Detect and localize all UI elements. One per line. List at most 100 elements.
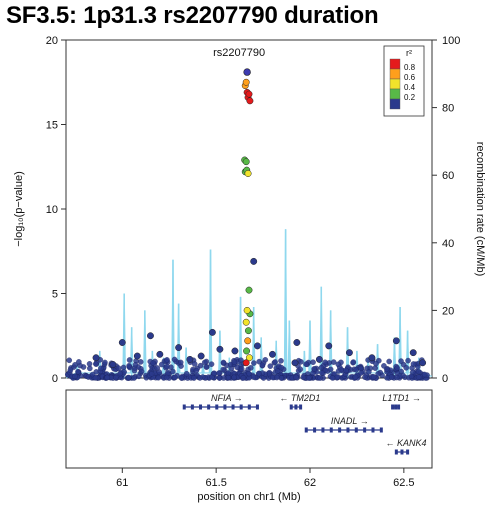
gene-label: INADL → <box>331 416 369 426</box>
snp-point-background <box>76 359 82 365</box>
snp-point <box>242 78 250 86</box>
snp-point-background <box>120 364 127 371</box>
snp-point <box>419 359 427 367</box>
gene-exon <box>400 449 404 455</box>
snp-point-background <box>171 356 178 363</box>
snp-point-background <box>238 366 245 372</box>
gene-exon <box>182 404 186 410</box>
snp-point-background <box>410 361 417 367</box>
snp-point <box>392 337 400 345</box>
snp-point-background <box>297 366 304 373</box>
snp-point <box>175 344 183 352</box>
gene-exon <box>215 404 219 410</box>
snp-point-background <box>155 374 162 381</box>
snp-point-background <box>317 375 323 381</box>
snp-point-background <box>384 374 390 381</box>
snp-point-background <box>191 361 198 367</box>
snp-point-background <box>370 374 377 380</box>
legend-swatch <box>389 98 401 110</box>
gene-exon <box>391 404 395 410</box>
y-tick-label: 0 <box>52 373 58 385</box>
figure-title: SF3.5: 1p31.3 rs2207790 duration <box>6 2 379 29</box>
gene-exon <box>304 427 308 433</box>
snp-point-background <box>375 371 381 377</box>
gene-exon <box>346 427 350 433</box>
snp-point-background <box>246 370 252 377</box>
gene-exon <box>223 404 227 410</box>
snp-point <box>147 332 154 340</box>
snp-point <box>269 350 276 358</box>
snp-point-background <box>421 371 428 378</box>
gene-label: ← TM2D1 <box>279 393 320 403</box>
snp-point-background <box>158 361 165 368</box>
snp-point-background <box>240 375 247 381</box>
snp-point-background <box>86 361 93 367</box>
snp-point <box>409 349 417 357</box>
snp-point-background <box>208 361 215 367</box>
snp-point-background <box>338 366 345 373</box>
snp-point-background <box>164 357 170 363</box>
legend-swatch <box>389 78 401 90</box>
snp-point-background <box>154 365 161 371</box>
snp-point <box>244 327 252 335</box>
snp-point <box>156 350 164 358</box>
snp-point-background <box>92 375 99 381</box>
snp-point-background <box>329 375 336 381</box>
gene-exon <box>397 404 401 410</box>
snp-point-background <box>383 366 390 372</box>
snp-point-background <box>178 375 185 381</box>
gene-label: NFIA → <box>211 393 243 403</box>
snp-point <box>253 342 261 350</box>
y-axis-label: −log₁₀(p−value) <box>13 171 25 247</box>
snp-point <box>291 359 299 367</box>
gene-exon <box>329 427 333 433</box>
x-tick-label: 61 <box>116 477 128 489</box>
snp-point-background <box>335 361 342 368</box>
snp-point-background <box>104 374 111 381</box>
gene-exon <box>255 404 259 410</box>
gene-exon <box>289 404 293 410</box>
gene-exon <box>338 427 342 433</box>
snp-point-background <box>403 364 410 371</box>
snp-point-background <box>267 363 274 369</box>
snp-point <box>315 355 323 363</box>
snp-point-background <box>136 373 142 380</box>
snp-point-background <box>298 359 304 365</box>
snp-point-background <box>183 370 190 377</box>
snp-point-background <box>319 370 325 376</box>
snp-point-background <box>220 359 227 366</box>
snp-point-background <box>115 365 122 371</box>
legend: r² 0.80.60.40.2 <box>383 45 425 117</box>
snp-point-background <box>251 360 257 366</box>
x-tick-label: 61.5 <box>205 477 226 489</box>
snp-point-background <box>216 370 222 376</box>
snp-point <box>244 337 252 345</box>
snp-point-background <box>256 358 262 365</box>
snp-point <box>345 349 353 357</box>
snp-point <box>244 170 252 177</box>
y-tick-label: 5 <box>52 289 58 301</box>
snp-point-background <box>197 362 204 369</box>
snp-point-background <box>117 370 124 377</box>
gene-exon <box>199 404 203 410</box>
snp-point-background <box>352 374 359 380</box>
snp-point-background <box>126 357 133 363</box>
snp-point-background <box>415 374 422 380</box>
snp-point-background <box>67 367 74 373</box>
gene-exon <box>406 449 410 455</box>
snp-point-background <box>72 373 78 380</box>
legend-label: 0.2 <box>404 93 416 102</box>
x-tick-label: 62.5 <box>393 477 414 489</box>
snp-point <box>246 97 254 105</box>
snp-point-background <box>343 367 349 374</box>
gene-track-panel: NFIA → ← TM2D1 L1TD1 → INADL → ← KANK4 <box>65 389 433 469</box>
snp-point-background <box>172 374 178 381</box>
snp-point-background <box>203 364 210 370</box>
snp-point <box>245 286 253 294</box>
gene-exon <box>371 427 375 433</box>
snp-point-background <box>191 375 197 381</box>
snp-point-background <box>163 363 170 370</box>
gene-exon <box>394 449 398 455</box>
legend-label: 0.4 <box>404 83 416 92</box>
